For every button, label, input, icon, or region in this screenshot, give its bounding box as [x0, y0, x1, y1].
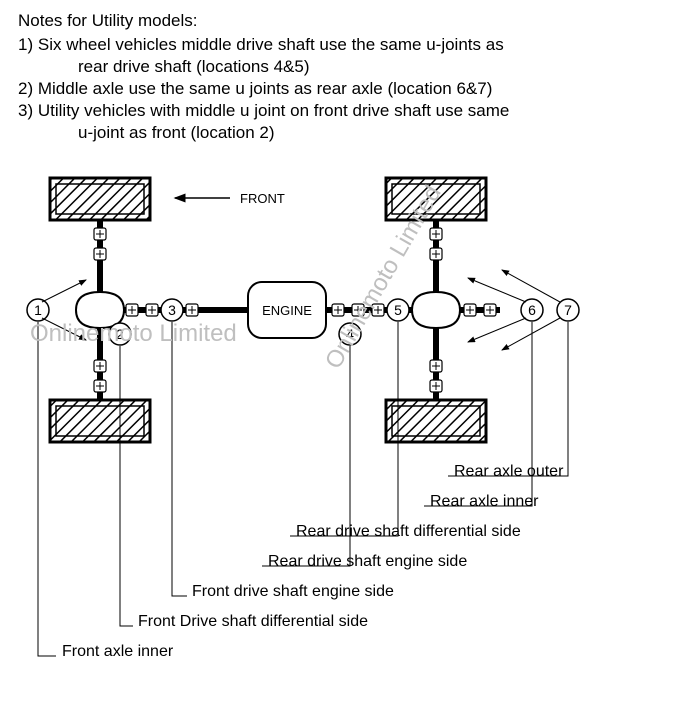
note-2: 2) Middle axle use the same u joints as … — [18, 78, 682, 100]
svg-text:7: 7 — [564, 302, 572, 318]
svg-text:5: 5 — [394, 302, 402, 318]
svg-text:Rear axle inner: Rear axle inner — [430, 493, 539, 510]
svg-text:Rear drive shaft engine side: Rear drive shaft engine side — [268, 553, 467, 570]
notes-title: Notes for Utility models: — [18, 10, 682, 32]
note-1: 1) Six wheel vehicles middle drive shaft… — [18, 34, 682, 56]
svg-text:2: 2 — [116, 326, 124, 342]
svg-text:Rear drive shaft differential: Rear drive shaft differential side — [296, 523, 521, 540]
svg-text:Rear axle outer: Rear axle outer — [454, 463, 564, 480]
svg-text:4: 4 — [346, 326, 354, 342]
svg-text:ENGINE: ENGINE — [262, 303, 312, 318]
svg-text:1: 1 — [34, 302, 42, 318]
drivetrain-diagram: ENGINE FRONT 1 Front axle inner 2 Front Drive… — [0, 150, 700, 700]
svg-text:FRONT: FRONT — [240, 191, 285, 206]
svg-text:3: 3 — [168, 302, 176, 318]
svg-text:6: 6 — [528, 302, 536, 318]
note-3: 3) Utility vehicles with middle u joint … — [18, 100, 682, 122]
note-3-cont: u-joint as front (location 2) — [18, 122, 682, 144]
svg-text:Front axle inner: Front axle inner — [62, 643, 174, 660]
svg-text:Front drive shaft engine side: Front drive shaft engine side — [192, 583, 394, 600]
note-1-cont: rear drive shaft (locations 4&5) — [18, 56, 682, 78]
notes-block: Notes for Utility models: 1) Six wheel v… — [18, 10, 682, 145]
svg-text:Front Drive shaft differential: Front Drive shaft differential side — [138, 613, 368, 630]
